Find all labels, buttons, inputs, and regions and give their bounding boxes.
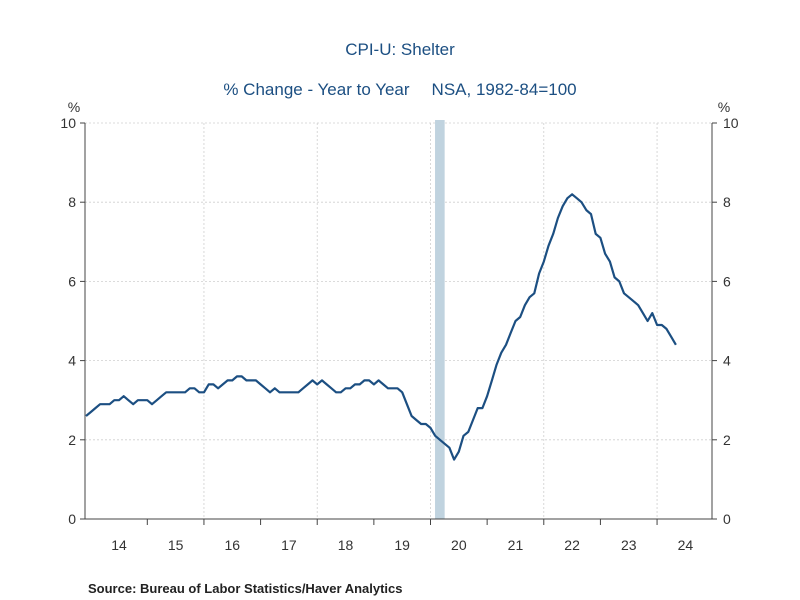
- right-unit-label: %: [718, 99, 730, 115]
- chart-subtitle-right: NSA, 1982-84=100: [431, 80, 577, 99]
- y-tick-label-right: 6: [723, 273, 731, 289]
- recession-band: [435, 120, 445, 519]
- x-tick-label: 16: [224, 537, 240, 553]
- y-tick-label-right: 2: [723, 432, 731, 448]
- series-lines: [85, 193, 677, 461]
- y-tick-label-left: 4: [68, 353, 76, 369]
- x-tick-label: 17: [281, 537, 297, 553]
- x-tick-label: 22: [564, 537, 580, 553]
- left-unit-label: %: [68, 99, 80, 115]
- y-tick-label-left: 6: [68, 273, 76, 289]
- y-tick-label-right: 4: [723, 353, 731, 369]
- recession-band-layer: [435, 120, 445, 519]
- y-tick-label-right: 8: [723, 194, 731, 210]
- source-note: Source: Bureau of Labor Statistics/Haver…: [88, 581, 403, 596]
- chart-title: CPI-U: Shelter: [345, 40, 455, 59]
- x-tick-label: 21: [508, 537, 524, 553]
- y-tick-label-right: 10: [723, 115, 739, 131]
- x-tick-label: 14: [111, 537, 127, 553]
- y-tick-label-left: 8: [68, 194, 76, 210]
- chart-subtitle: % Change - Year to Year NSA, 1982-84=100: [0, 80, 800, 100]
- y-tick-label-left: 0: [68, 511, 76, 527]
- y-tick-label-right: 0: [723, 511, 731, 527]
- x-tick-label: 15: [168, 537, 184, 553]
- x-tick-label: 19: [394, 537, 410, 553]
- grid-lines: [85, 122, 713, 519]
- axes: [80, 122, 717, 525]
- x-tick-label: 18: [338, 537, 354, 553]
- y-tick-label-left: 2: [68, 432, 76, 448]
- x-tick-label: 24: [678, 537, 694, 553]
- y-tick-label-left: 10: [60, 115, 76, 131]
- x-tick-label: 23: [621, 537, 637, 553]
- series-line: [85, 193, 677, 461]
- x-tick-label: 20: [451, 537, 467, 553]
- chart-subtitle-left: % Change - Year to Year: [223, 80, 410, 99]
